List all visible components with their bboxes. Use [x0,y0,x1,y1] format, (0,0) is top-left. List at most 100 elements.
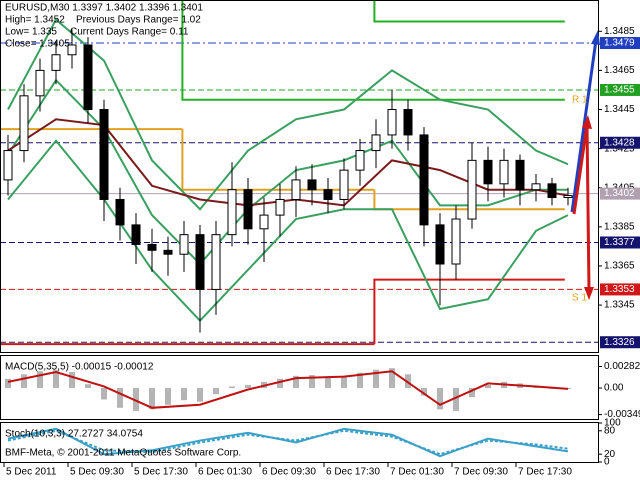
candle-body [259,214,269,230]
macd-bar [293,375,299,388]
y-tick-label: 1.3385 [604,221,635,232]
x-tick-label: 6 Dec 09:30 [262,467,316,478]
level-label-box [600,37,640,50]
footer: BMF-Meta, © 2001-2011 MetaQuotes Softwar… [5,448,241,459]
macd-bar [533,387,539,388]
info: Close= 1.3405 [5,39,70,50]
macd-bar [37,371,43,388]
arrow-up [572,124,589,215]
candle-body [131,224,141,245]
macd-bar [117,388,123,408]
macd-bar [5,378,11,388]
macd-bar [181,388,187,401]
level-label-box [600,336,640,349]
candle-body [403,109,413,136]
candle-body [211,234,221,290]
y-tick-label: 80 [604,425,616,436]
info: Previous Days Range= 1.02 [76,15,201,26]
candle-body [339,169,349,200]
macd-bar [213,388,219,395]
stoch-signal [7,429,569,456]
y-tick-label: 100 [604,418,621,429]
macd-bar [149,388,155,410]
plot-layer [0,0,598,458]
arrow-down [585,124,591,291]
macd-bar [245,384,251,388]
level-label-box [600,187,640,200]
macd-signal [7,370,569,409]
candle-body [531,183,541,191]
candle-body [51,54,61,71]
candle-body [19,95,29,152]
macd-bar [309,375,315,388]
candle-body [371,134,381,152]
x-tick-label: 5 Dec 2011 [6,467,57,478]
y-tick-label: 20 [604,449,616,460]
level-label: 1.3326 [604,337,635,348]
level-label: 1.3428 [604,137,635,148]
x-tick-label: 7 Dec 09:30 [454,467,508,478]
macd-bar [357,372,363,388]
macd-bar [437,388,443,410]
macd-bar [165,388,171,405]
y-tick-label: 0 [604,457,610,468]
macd-bar [469,388,475,398]
candle-body [515,159,525,191]
candle-body [547,183,557,199]
macd-bar [229,386,235,388]
stoch-title: Stoch(10,3,3) 27.2727 34.0754 [5,429,143,440]
macd-bar [21,374,27,388]
macd-bar [325,377,331,388]
level-label: 1.3377 [604,237,635,248]
level-label-box [600,83,640,96]
y-tick-label: 0.00 [604,383,624,394]
macd-bar [373,369,379,388]
candle-body [83,44,93,111]
x-tick-label: 6 Dec 01:30 [198,467,252,478]
main-panel-frame [0,0,599,353]
candle-body [435,224,445,265]
candle-body [499,159,509,185]
candle-body [291,179,301,200]
macd-bar [421,388,427,396]
candle-body [387,109,397,136]
chart-title: EURUSD,M30 1.3397 1.3402 1.3396 1.3401 [5,3,203,14]
candle-body [99,109,109,200]
y-tick-label: 1.3425 [604,143,635,154]
x-tick-label: 5 Dec 17:30 [134,467,188,478]
macd-bar [85,384,91,388]
level-label-box [600,236,640,249]
arrow-head [591,30,600,45]
info: High= 1.3452 [5,15,65,26]
x-tick-label: 7 Dec 01:30 [390,467,444,478]
stoch-panel-frame [0,422,599,463]
level-label: 1.3353 [604,284,635,295]
level-label: 1.3479 [604,38,635,49]
candle-body [419,134,429,226]
macd-bar [485,384,491,388]
y-tick-label: 1.3445 [604,104,635,115]
candle-body [67,44,77,56]
candle-body [483,159,493,185]
info: Current Days Range= 0.11 [70,27,189,38]
candle-body [227,189,237,236]
x-tick-label: 6 Dec 17:30 [326,467,380,478]
y-tick-label: 1.3485 [604,26,635,37]
stoch-main [7,427,569,458]
annotation: R 1 [572,95,588,106]
candle-body [451,218,461,265]
arrow-head [584,287,594,300]
candle-body [563,195,573,199]
macd-bar [133,388,139,411]
x-tick-label: 7 Dec 17:30 [518,467,572,478]
candle-body [35,69,45,97]
y-tick-label: -0.00349 [604,409,640,420]
level-label-box [600,283,640,296]
candle-body [355,150,365,171]
candle-body [307,179,317,191]
candle-body [163,249,173,255]
pivot-line [373,0,565,23]
macd-bar [341,375,347,388]
